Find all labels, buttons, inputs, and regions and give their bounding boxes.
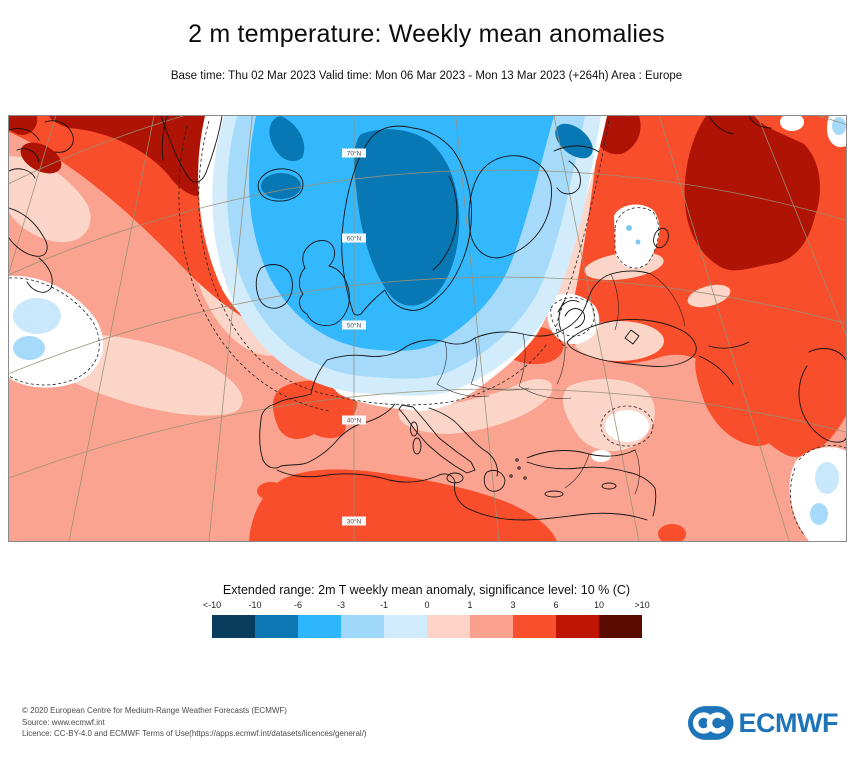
lat-label-40n: 40°N — [347, 417, 362, 425]
legend-tick: 1 — [467, 600, 473, 610]
colorbar-swatch — [427, 615, 470, 638]
colorbar-swatch — [255, 615, 298, 638]
colorbar-swatch — [556, 615, 599, 638]
anomaly-map: 70°N 60°N 50°N 40°N 30°N — [8, 115, 847, 542]
legend-tick: 0 — [424, 600, 430, 610]
colorbar-swatch — [341, 615, 384, 638]
ecmwf-logo-icon — [688, 706, 734, 740]
legend-tick: <-10 — [202, 600, 222, 610]
lat-label-50n: 50°N — [347, 322, 362, 330]
colorbar-swatch — [384, 615, 427, 638]
copyright-line: © 2020 European Centre for Medium-Range … — [22, 706, 287, 715]
page-title: 2 m temperature: Weekly mean anomalies — [188, 20, 665, 48]
legend-tick: 10 — [593, 600, 605, 610]
ecmwf-logo-text: ECMWF — [738, 707, 839, 738]
coastlines — [9, 116, 846, 521]
source-line: Source: www.ecmwf.int — [22, 717, 105, 727]
legend-tick-labels: <-10 -10 -6 -3 -1 0 1 3 6 10 >10 — [203, 600, 650, 612]
legend-title: Extended range: 2m T weekly mean anomaly… — [222, 583, 631, 597]
legend-tick: -10 — [248, 600, 262, 610]
colorbar-swatch — [298, 615, 341, 638]
colorbar-swatch — [513, 615, 556, 638]
licence-line: Licence: CC-BY-4.0 and ECMWF Terms of Us… — [22, 729, 367, 738]
valid-time-subtitle: Base time: Thu 02 Mar 2023 Valid time: M… — [170, 70, 683, 82]
colorbar-swatch — [599, 615, 642, 638]
legend-tick: -6 — [293, 600, 303, 610]
legend-tick: >10 — [634, 600, 650, 610]
colorbar-swatch — [470, 615, 513, 638]
legend-tick: -1 — [379, 600, 389, 610]
legend-tick: 6 — [553, 600, 559, 610]
colorbar-legend: Extended range: 2m T weekly mean anomaly… — [0, 583, 853, 638]
significance-contours — [9, 120, 846, 537]
colorbar-swatch — [212, 615, 255, 638]
lat-label-70n: 70°N — [347, 150, 362, 158]
legend-tick: 3 — [510, 600, 516, 610]
colorbar — [212, 615, 642, 638]
map-canvas: 70°N 60°N 50°N 40°N 30°N — [9, 116, 846, 541]
copyright-footer: © 2020 European Centre for Medium-Range … — [22, 705, 582, 740]
legend-tick: -3 — [336, 600, 346, 610]
lat-label-30n: 30°N — [347, 518, 362, 526]
ecmwf-logo: ECMWF — [688, 703, 839, 743]
lat-labels: 70°N 60°N 50°N 40°N 30°N — [342, 148, 366, 526]
lat-label-60n: 60°N — [347, 235, 362, 243]
